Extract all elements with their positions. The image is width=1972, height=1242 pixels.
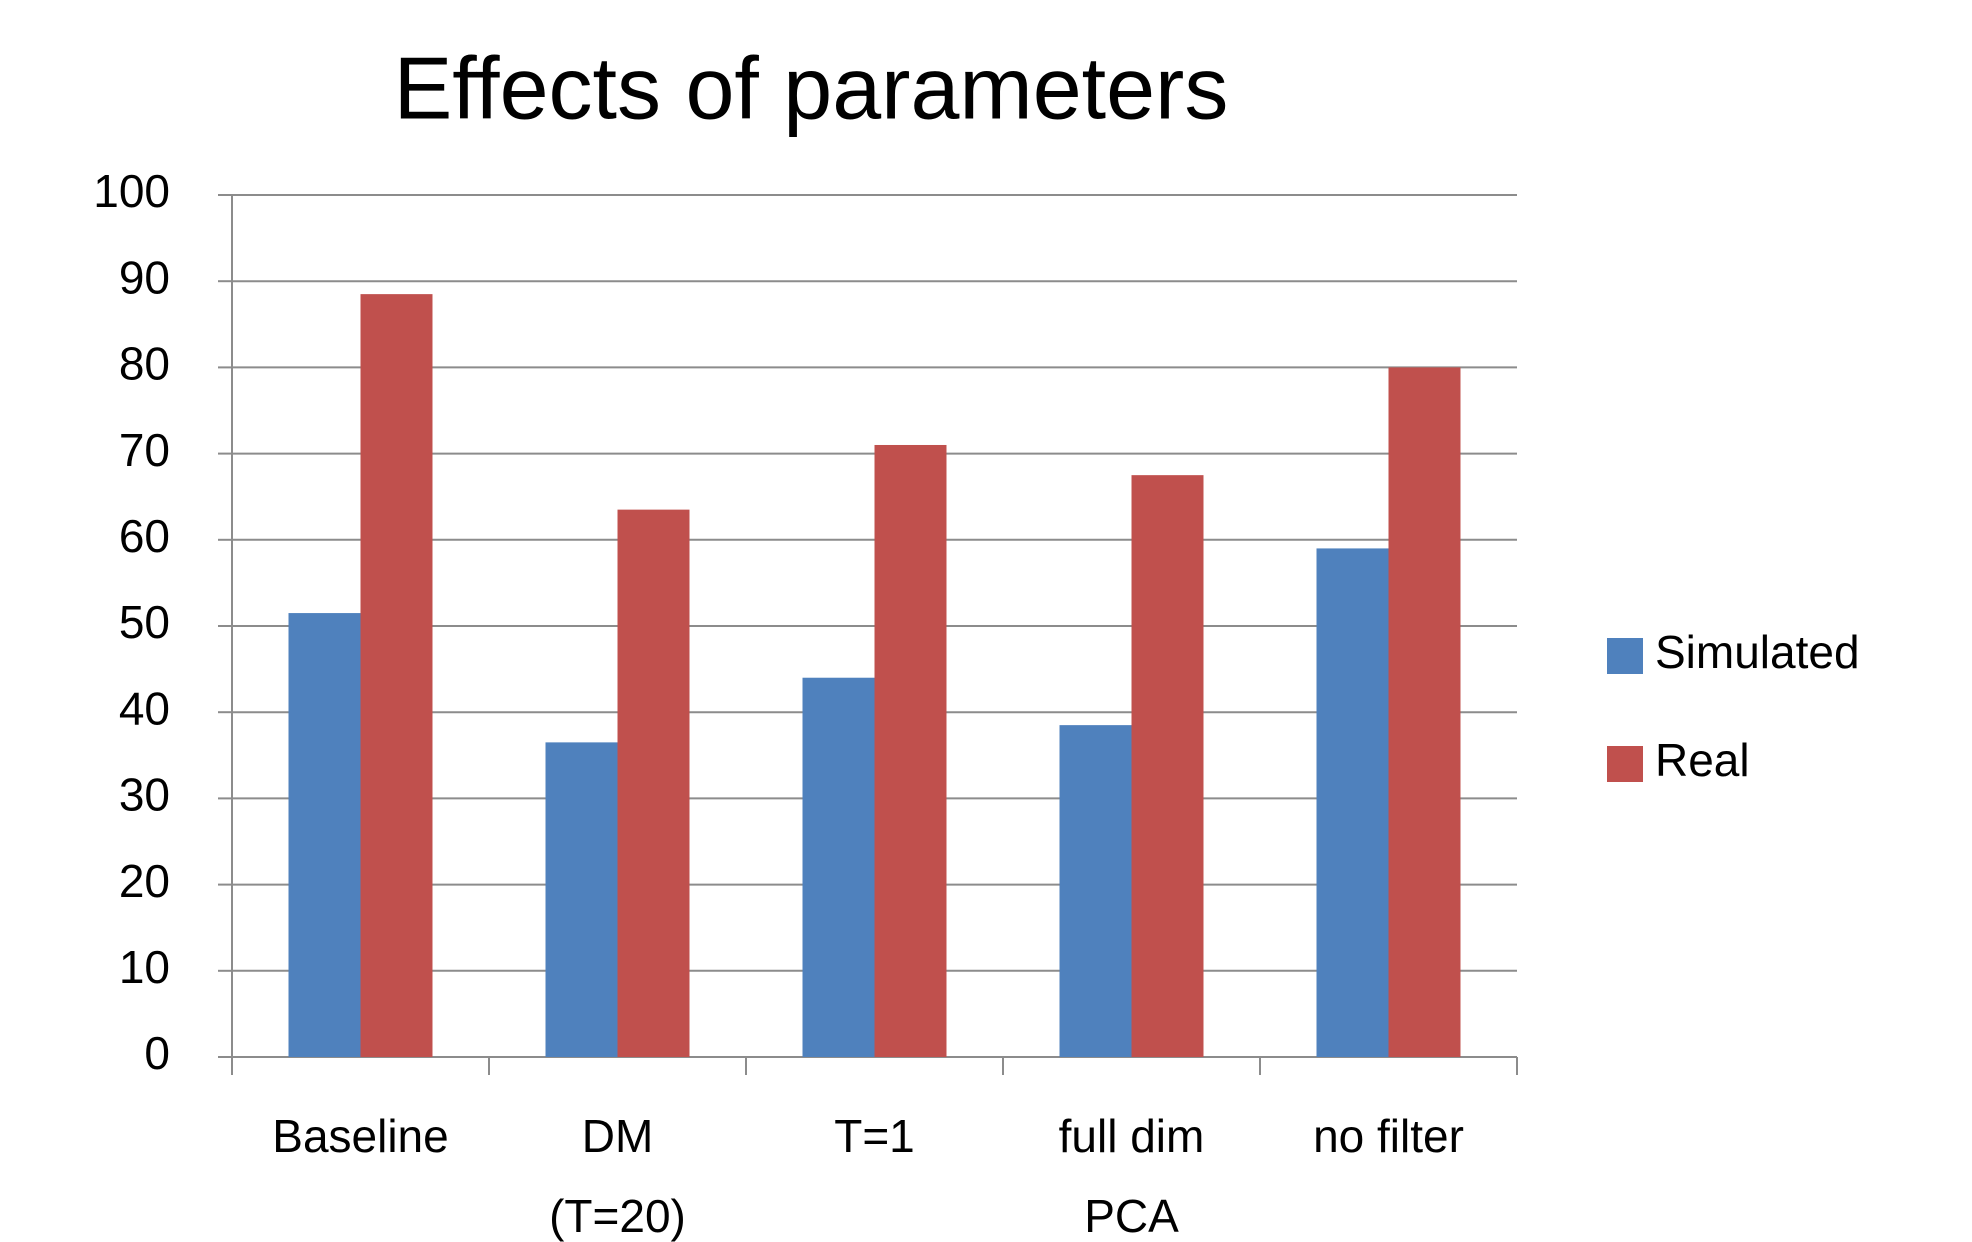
x-tick-label: (T=20) (549, 1190, 686, 1242)
x-tick-label: T=1 (834, 1110, 915, 1162)
y-tick-label: 50 (119, 596, 170, 648)
y-tick-label: 10 (119, 941, 170, 993)
bar (1316, 548, 1389, 1057)
bar (874, 444, 947, 1058)
x-tick-label: DM (582, 1110, 654, 1162)
bar (288, 613, 361, 1057)
y-tick-label: 20 (119, 855, 170, 907)
y-tick-label: 90 (119, 251, 170, 303)
legend-label: Real (1655, 734, 1750, 786)
y-tick-label: 40 (119, 682, 170, 734)
chart-title: Effects of parameters (394, 38, 1229, 137)
y-tick-label: 70 (119, 424, 170, 476)
bar (1059, 725, 1132, 1057)
bar (1388, 367, 1461, 1057)
y-tick-label: 0 (144, 1027, 170, 1079)
bar (617, 509, 690, 1057)
bar (1131, 475, 1204, 1057)
y-tick-label: 60 (119, 510, 170, 562)
legend-swatch (1607, 746, 1643, 782)
x-tick-label: full dim (1059, 1110, 1205, 1162)
y-tick-label: 80 (119, 338, 170, 390)
bar (802, 677, 875, 1057)
x-tick-label: no filter (1313, 1110, 1464, 1162)
legend-label: Simulated (1655, 626, 1860, 678)
y-tick-label: 100 (93, 165, 170, 217)
y-tick-label: 30 (119, 769, 170, 821)
legend-swatch (1607, 638, 1643, 674)
bar (360, 294, 433, 1057)
x-tick-label: Baseline (272, 1110, 448, 1162)
bar (545, 742, 618, 1057)
x-tick-label: PCA (1084, 1190, 1179, 1242)
